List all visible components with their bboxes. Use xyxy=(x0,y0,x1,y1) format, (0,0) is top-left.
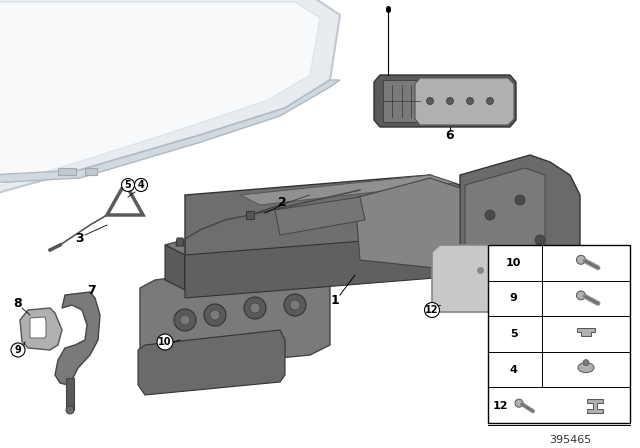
Polygon shape xyxy=(415,78,514,125)
Polygon shape xyxy=(586,399,602,413)
Circle shape xyxy=(447,98,454,104)
Text: 6: 6 xyxy=(445,129,454,142)
Circle shape xyxy=(284,294,306,316)
Circle shape xyxy=(122,178,134,191)
Polygon shape xyxy=(0,2,320,187)
Polygon shape xyxy=(246,211,254,219)
Text: 1: 1 xyxy=(331,293,339,306)
Circle shape xyxy=(467,98,474,104)
Text: 12: 12 xyxy=(492,401,508,411)
Polygon shape xyxy=(577,328,595,336)
Circle shape xyxy=(134,178,147,191)
Polygon shape xyxy=(58,168,76,175)
Circle shape xyxy=(486,98,493,104)
Polygon shape xyxy=(140,260,330,370)
Circle shape xyxy=(11,343,25,357)
Circle shape xyxy=(244,297,266,319)
Text: 395465: 395465 xyxy=(549,435,591,445)
Text: 11: 11 xyxy=(548,268,566,281)
Polygon shape xyxy=(383,80,420,122)
Text: 2: 2 xyxy=(278,195,286,208)
Circle shape xyxy=(204,304,226,326)
Circle shape xyxy=(250,303,260,313)
Polygon shape xyxy=(488,245,630,423)
Polygon shape xyxy=(138,330,285,395)
Text: 3: 3 xyxy=(76,232,84,245)
Text: 8: 8 xyxy=(13,297,22,310)
Text: 4: 4 xyxy=(138,180,145,190)
Polygon shape xyxy=(176,238,184,246)
Circle shape xyxy=(515,399,523,407)
Text: 4: 4 xyxy=(509,365,518,375)
Circle shape xyxy=(290,300,300,310)
Text: 10: 10 xyxy=(158,337,172,347)
Circle shape xyxy=(577,291,586,300)
Text: 10: 10 xyxy=(506,258,521,268)
Circle shape xyxy=(174,309,196,331)
Text: 7: 7 xyxy=(88,284,97,297)
Circle shape xyxy=(426,98,433,104)
Polygon shape xyxy=(30,317,46,338)
Polygon shape xyxy=(374,75,516,127)
Polygon shape xyxy=(465,168,545,270)
Circle shape xyxy=(583,360,589,366)
Polygon shape xyxy=(185,175,460,288)
Polygon shape xyxy=(275,197,365,235)
Polygon shape xyxy=(0,80,340,183)
Circle shape xyxy=(66,406,74,414)
Polygon shape xyxy=(185,235,460,298)
Polygon shape xyxy=(66,378,74,410)
Text: 9: 9 xyxy=(509,293,518,303)
Text: 5: 5 xyxy=(509,329,517,339)
Polygon shape xyxy=(55,292,100,385)
Circle shape xyxy=(424,302,440,318)
Polygon shape xyxy=(20,308,62,350)
Polygon shape xyxy=(165,245,185,290)
Circle shape xyxy=(515,195,525,205)
Text: 9: 9 xyxy=(15,345,21,355)
Polygon shape xyxy=(460,155,580,278)
Polygon shape xyxy=(432,245,540,312)
Text: 12: 12 xyxy=(425,305,439,315)
Polygon shape xyxy=(0,0,340,195)
Circle shape xyxy=(157,334,173,350)
Ellipse shape xyxy=(578,362,594,373)
Circle shape xyxy=(577,255,586,264)
Polygon shape xyxy=(85,168,97,175)
Circle shape xyxy=(180,315,190,325)
Polygon shape xyxy=(355,178,460,268)
Circle shape xyxy=(210,310,220,320)
Circle shape xyxy=(535,235,545,245)
Text: 5: 5 xyxy=(125,180,131,190)
Circle shape xyxy=(485,210,495,220)
Polygon shape xyxy=(240,175,455,205)
Polygon shape xyxy=(165,175,450,255)
